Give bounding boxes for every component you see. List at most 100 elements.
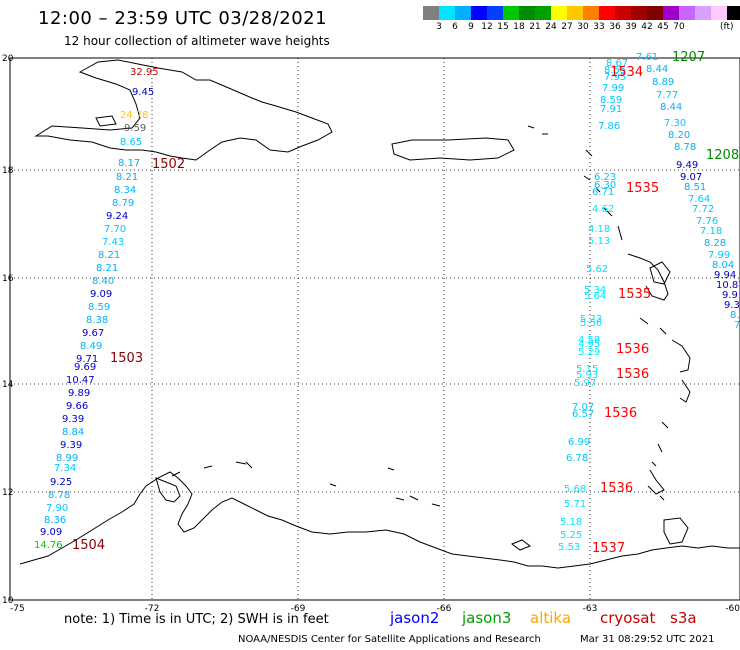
wave-height-label: 7.86 (598, 121, 620, 132)
track-time-label: 1536 (604, 406, 637, 421)
wave-height-label: 8.55 (604, 65, 626, 76)
scale-tick-label: 27 (561, 22, 573, 32)
wave-height-label: 7.77 (656, 90, 678, 101)
track-time-label: 1535 (626, 181, 659, 196)
wave-height-label: 8.99 (56, 453, 78, 464)
wave-height-label: 4.18 (588, 224, 610, 235)
lesser-antilles (603, 207, 691, 495)
wave-height-label: 5.62 (586, 264, 608, 275)
wave-height-label: 9.9 (722, 290, 738, 301)
wave-height-label: 8.34 (114, 185, 136, 196)
wave-height-label: 9.39 (60, 440, 82, 451)
wave-height-label: 5.23 (580, 314, 602, 325)
wave-height-label: 6.71 (592, 187, 614, 198)
axis-tick-labels: -75 -72 -69 -66 -63 -60 20 18 16 14 12 10 (2, 54, 740, 614)
track-time-label: 1536 (616, 342, 649, 357)
scale-swatch (663, 6, 679, 20)
wave-height-label: 9.59 (124, 123, 146, 134)
color-scale-swatches (423, 6, 740, 20)
lat-lon-grid (10, 58, 740, 600)
wave-height-label: 9.24 (106, 211, 128, 222)
scale-swatch (567, 6, 583, 20)
wave-height-label: 6.57 (572, 409, 594, 420)
wave-height-label: 8.21 (96, 263, 118, 274)
wave-height-label: 9.71 (76, 354, 98, 365)
scale-swatch (535, 6, 551, 20)
wave-height-label: 8.49 (80, 341, 102, 352)
track-time-label: 1535 (618, 287, 651, 302)
scale-tick-label: 24 (545, 22, 557, 32)
scale-tick-label: 45 (657, 22, 669, 32)
scale-tick-label: 3 (436, 22, 442, 32)
wave-height-label: 5.34 (584, 285, 606, 296)
wave-height-label: 9.45 (132, 87, 154, 98)
scale-tick-label: 15 (497, 22, 509, 32)
scale-swatch (519, 6, 535, 20)
wave-height-label: 5.29 (578, 347, 600, 358)
satellite-altika: altika (530, 609, 572, 627)
wave-height-label: 9.39 (62, 414, 84, 425)
wave-height-label: 7.90 (46, 503, 68, 514)
wave-height-label: 8.78 (48, 490, 70, 501)
map-frame (9, 57, 740, 601)
generated-timestamp: Mar 31 08:29:52 UTC 2021 (580, 634, 715, 645)
wave-height-label: 9.3 (724, 300, 740, 311)
wave-height-label: 32.95 (130, 67, 159, 78)
wave-height-label: 6.30 (594, 180, 616, 191)
wave-height-label: 5.13 (588, 236, 610, 247)
track-time-labels: 1502 1503 1504 1207 1208 1534 1535 1535 1536 1536… (72, 50, 739, 556)
scale-tick-label: 39 (625, 22, 637, 32)
scale-tick-label: 70 (673, 22, 685, 32)
wave-height-label: 14.76 (34, 540, 63, 551)
wave-height-label: 8.65 (120, 137, 142, 148)
track-time-label: 1536 (600, 481, 633, 496)
wave-height-label: 5.68 (564, 484, 586, 495)
wave-height-label: 7.72 (692, 204, 714, 215)
scale-swatch (679, 6, 695, 20)
puerto-rico-coast (391, 137, 515, 161)
latitude-tick-label: 18 (2, 166, 14, 176)
coastlines (19, 59, 740, 569)
wave-height-label: 8.78 (674, 142, 696, 153)
scale-tick-label: 18 (513, 22, 525, 32)
wave-height-label: 10.87 (716, 280, 740, 291)
latitude-tick-label: 16 (2, 274, 14, 284)
aruba-curacao (171, 461, 253, 477)
wave-height-label: 4.58 (578, 335, 600, 346)
track-time-label: 1502 (152, 157, 185, 172)
wave-height-label: 5.15 (576, 364, 598, 375)
track-time-label: 1208 (706, 148, 739, 163)
trinidad (663, 517, 689, 545)
scale-tick-label: 33 (593, 22, 605, 32)
scale-tick-label: 42 (641, 22, 653, 32)
ile-de-la-gonave (95, 115, 117, 127)
longitude-tick-label: -72 (145, 604, 160, 614)
latitude-tick-label: 10 (2, 596, 14, 606)
footer-note: note: 1) Time is in UTC; 2) SWH is in fe… (64, 612, 329, 627)
scale-tick-label: 30 (577, 22, 589, 32)
longitude-tick-label: -69 (291, 604, 306, 614)
wave-height-label: 7.07 (572, 402, 594, 413)
scale-swatch (503, 6, 519, 20)
virgin-islands (527, 125, 601, 193)
track-time-label: 1207 (672, 50, 705, 65)
scale-tick-label: 21 (529, 22, 541, 32)
longitude-tick-label: -60 (725, 604, 740, 614)
wave-height-label: 8.04 (712, 260, 734, 271)
wave-height-label: 4.95 (578, 339, 600, 350)
wave-height-label: 7.91 (600, 104, 622, 115)
wave-height-label: 7.30 (664, 118, 686, 129)
wave-height-label: 7.43 (102, 237, 124, 248)
longitude-tick-label: -75 (10, 604, 25, 614)
wave-height-label: 7.18 (700, 226, 722, 237)
wave-height-label: 7.61 (636, 52, 658, 63)
satellite-s3a: s3a (670, 609, 697, 627)
wave-height-label: 7.34 (54, 463, 76, 474)
track-time-label: 1504 (72, 538, 105, 553)
margarita (510, 539, 532, 551)
wave-height-label: 6.99 (568, 437, 590, 448)
wave-height-label: 8.44 (660, 102, 682, 113)
wave-height-label: 9.09 (40, 527, 62, 538)
wave-height-label: 5.93 (576, 370, 598, 381)
credit-line: NOAA/NESDIS Center for Satellite Applica… (238, 634, 541, 645)
